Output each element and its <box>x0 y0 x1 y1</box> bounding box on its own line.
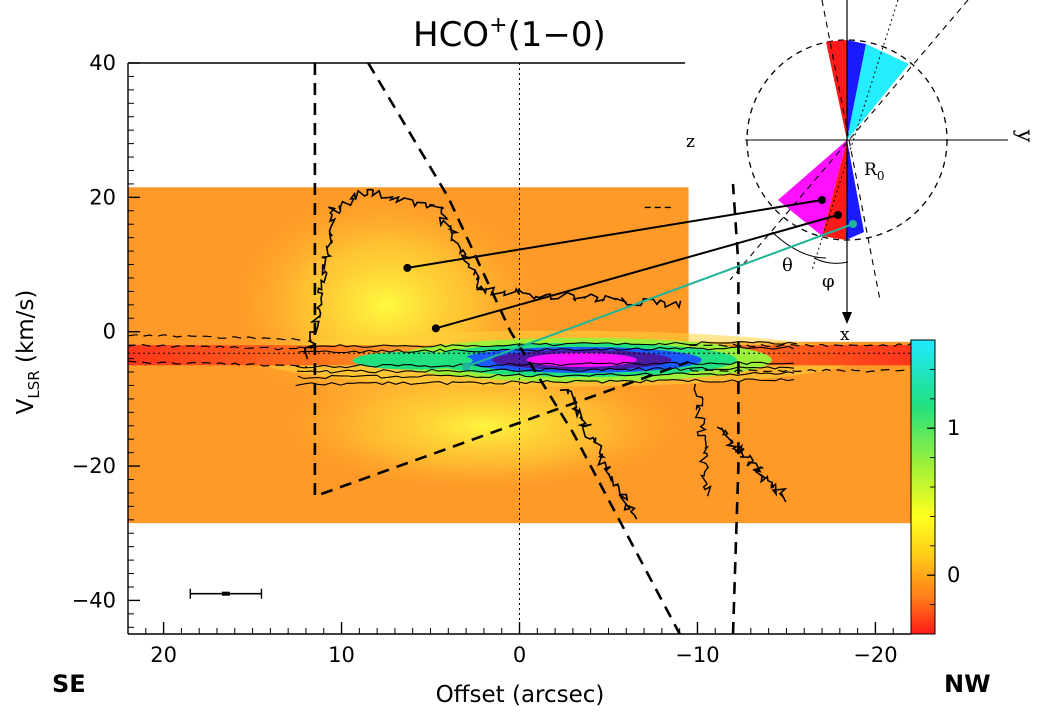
colorbar-title: beam <box>994 340 1020 405</box>
y-tick-label: 0 <box>103 320 116 344</box>
contour-lower-tail-b <box>716 426 788 503</box>
contour-band-0 <box>297 341 797 349</box>
emission-peak-4 <box>526 352 637 367</box>
theta-arc <box>771 231 827 259</box>
position-link <box>435 214 839 330</box>
y-axis-title: VLSR (km/s) <box>13 290 43 415</box>
y-tick-label: −40 <box>72 588 116 612</box>
inset-z-label: z <box>686 132 695 152</box>
contour-band-left-1 <box>128 343 306 351</box>
x-axis-title: Offset (arcsec) <box>436 682 605 708</box>
contour-band-3 <box>296 366 795 374</box>
model-curve-upper <box>367 63 681 634</box>
contour-band-right-1 <box>689 368 911 373</box>
contour-lower-tail-c <box>693 383 712 497</box>
plot-axes: 20 10 0 −10 −20 40 20 0 −20 −40 <box>72 51 912 667</box>
position-marker <box>462 362 471 371</box>
position-marker <box>431 324 440 333</box>
position-links <box>403 196 857 371</box>
contour-upper-lobe <box>304 188 682 360</box>
colorbar-tick-label: 1 <box>947 416 960 440</box>
intensity-map <box>128 187 911 524</box>
model-curves <box>313 63 740 634</box>
reference-lines <box>128 63 911 634</box>
chart-title: HCO+(1−0) <box>413 13 606 55</box>
x-tick-label: −10 <box>675 643 719 667</box>
x-tick-label: 20 <box>150 643 177 667</box>
wedge-lower-magenta <box>778 140 847 236</box>
inset-dashed-axis-a <box>821 0 881 301</box>
contour-lower-tail-a <box>559 388 638 520</box>
inset-x-label: x <box>840 325 850 345</box>
contour-band-left-2 <box>128 360 307 368</box>
wedge-upper-red <box>826 40 847 140</box>
y-tick-label: 40 <box>89 51 116 75</box>
colorbar: 10 <box>910 339 960 635</box>
emission-cloud-lower <box>283 360 684 491</box>
wedge-lower-blue <box>846 140 864 240</box>
wedge-upper-blue <box>847 40 866 140</box>
contour-band-4 <box>297 371 795 380</box>
inset-marker <box>834 211 842 219</box>
resolution-bar-center <box>221 591 230 596</box>
position-marker <box>403 263 412 272</box>
y-tick-label: −20 <box>72 454 116 478</box>
inset-r0-label: R0 <box>864 160 884 183</box>
colorbar-tick-label: 0 <box>947 563 960 587</box>
theta-label: θ <box>782 255 793 276</box>
inset-dotted-axis <box>811 0 899 271</box>
y-tick-label: 20 <box>89 185 116 209</box>
phi-label: φ <box>822 271 835 292</box>
contour-band-1 <box>298 346 795 354</box>
contour-band-2 <box>295 361 794 369</box>
contour-lines <box>128 188 911 520</box>
model-envelope <box>313 63 690 499</box>
contour-band-right-0 <box>688 343 911 348</box>
contour-band-5 <box>295 378 795 387</box>
x-tick-label: −20 <box>853 643 897 667</box>
nw-label: NW <box>944 670 991 698</box>
x-tick-label: 0 <box>513 643 526 667</box>
inset-x-arrow <box>842 312 852 324</box>
inset-marker <box>849 220 857 228</box>
position-link <box>407 199 823 269</box>
wedge-upper-cyan <box>847 44 909 140</box>
inset-y-label: y <box>1012 129 1037 143</box>
inset-marker <box>818 196 826 204</box>
colorbar-title-wrap: beam <box>994 340 1020 405</box>
phi-arc <box>813 257 849 264</box>
model-curve-lower <box>731 183 740 634</box>
x-tick-label: 10 <box>328 643 355 667</box>
se-label: SE <box>52 670 86 698</box>
position-link <box>465 223 854 368</box>
